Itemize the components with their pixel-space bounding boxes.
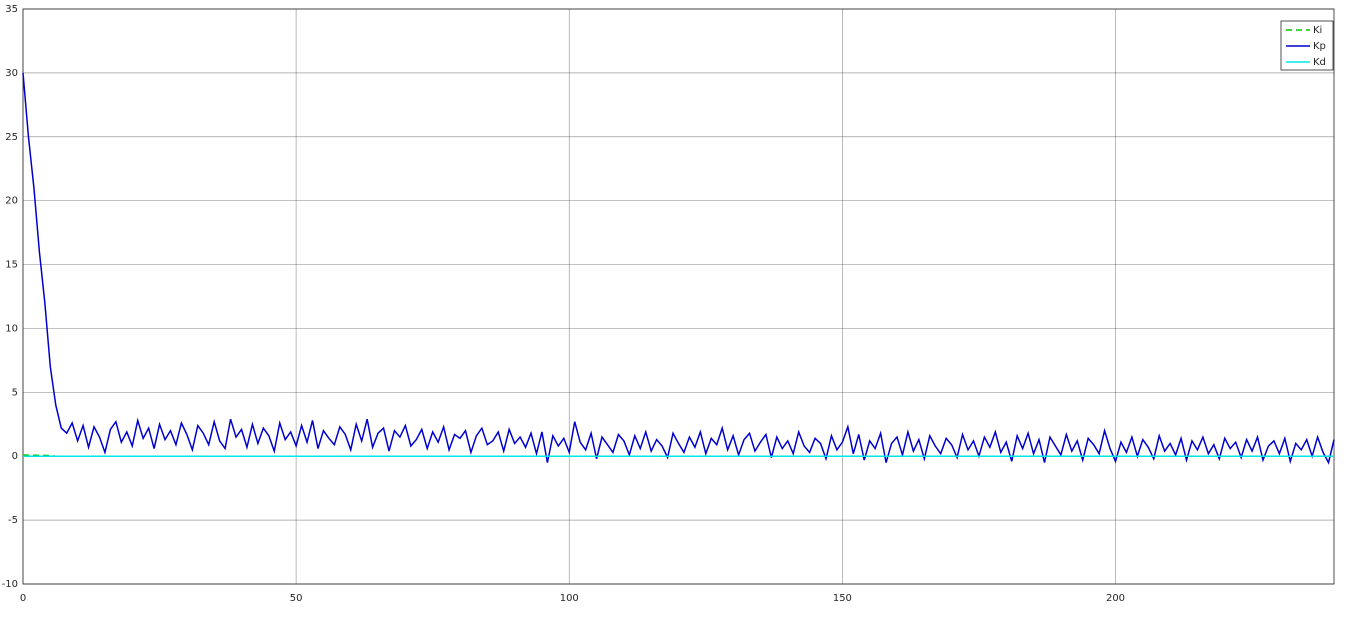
x-tick-label: 200 <box>1106 593 1125 604</box>
y-tick-label: 30 <box>5 68 18 79</box>
y-tick-label: -10 <box>2 579 18 590</box>
y-tick-label: 10 <box>5 323 18 334</box>
x-tick-label: 150 <box>833 593 852 604</box>
line-series <box>22 72 1335 465</box>
legend-label: Kp <box>1313 41 1326 52</box>
plot-frame <box>22 8 1335 585</box>
y-tick-label: 0 <box>12 451 18 462</box>
y-tick-label: 25 <box>5 132 18 143</box>
legend-label: Kd <box>1313 57 1326 68</box>
y-tick-label: 5 <box>12 387 18 398</box>
x-tick-label: 100 <box>560 593 579 604</box>
y-tick-label: 15 <box>5 260 18 271</box>
x-tick-label: 50 <box>290 593 303 604</box>
legend-label: Ki <box>1313 25 1322 36</box>
y-tick-label: 35 <box>5 4 18 15</box>
y-tick-label: -5 <box>8 515 18 526</box>
x-tick-label: 0 <box>20 593 26 604</box>
y-tick-label: 20 <box>5 196 18 207</box>
